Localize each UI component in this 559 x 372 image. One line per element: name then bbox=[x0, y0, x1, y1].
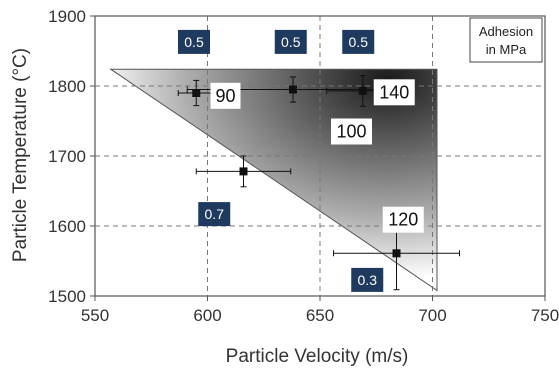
y-tick-label-1600: 1600 bbox=[48, 217, 86, 236]
y-tick-label-1700: 1700 bbox=[48, 147, 86, 166]
region-labels: 90 140 100 120 bbox=[210, 79, 424, 233]
region-label-box-0 bbox=[210, 82, 241, 109]
region-label-box-1 bbox=[373, 79, 415, 106]
x-tick-label-600: 600 bbox=[193, 306, 221, 325]
x-tick-label-750: 750 bbox=[531, 306, 559, 325]
y-tick-label-1900: 1900 bbox=[48, 7, 86, 26]
badge-label-0: 0.5 bbox=[184, 34, 204, 50]
region-label-box-2 bbox=[331, 118, 372, 145]
data-point-0 bbox=[192, 89, 201, 97]
y-axis-title: Particle Temperature (°C) bbox=[10, 48, 31, 262]
region-label-1: 140 bbox=[379, 82, 409, 102]
grid bbox=[95, 16, 545, 296]
badge-box-1 bbox=[274, 29, 307, 54]
badge-box-3 bbox=[198, 202, 231, 227]
legend-box bbox=[469, 17, 543, 63]
x-tick-label-650: 650 bbox=[306, 306, 334, 325]
data-points bbox=[177, 75, 460, 291]
data-point-2 bbox=[358, 86, 367, 95]
tick-labels: 550 600 650 700 750 1500 1600 1700 1800 1900 bbox=[48, 7, 559, 325]
x-tick-label-700: 700 bbox=[418, 306, 446, 325]
legend: Adhesion in MPa bbox=[469, 17, 543, 63]
badge-label-3: 0.7 bbox=[205, 206, 225, 222]
badge-label-4: 0.3 bbox=[358, 272, 378, 288]
data-point-1 bbox=[289, 85, 297, 94]
badge-label-2: 0.5 bbox=[349, 34, 369, 50]
data-point-3 bbox=[239, 167, 248, 176]
value-badges: 0.5 0.5 0.5 0.7 0.3 bbox=[178, 29, 384, 292]
legend-text-line1: Adhesion bbox=[479, 24, 533, 39]
badge-box-4 bbox=[351, 267, 384, 292]
region-label-0: 90 bbox=[215, 86, 235, 106]
region-label-3: 120 bbox=[388, 210, 418, 230]
badge-label-1: 0.5 bbox=[281, 34, 301, 50]
badge-box-0 bbox=[178, 29, 210, 54]
region-label-box-3 bbox=[382, 206, 424, 233]
x-axis-title: Particle Velocity (m/s) bbox=[226, 346, 409, 367]
badge-box-2 bbox=[342, 29, 375, 54]
y-tick-label-1500: 1500 bbox=[48, 287, 86, 306]
y-tick-label-1800: 1800 bbox=[48, 77, 86, 96]
region-label-2: 100 bbox=[336, 122, 366, 142]
x-tick-label-550: 550 bbox=[81, 306, 109, 325]
legend-text-line2: in MPa bbox=[486, 42, 527, 57]
data-point-4 bbox=[392, 249, 401, 258]
